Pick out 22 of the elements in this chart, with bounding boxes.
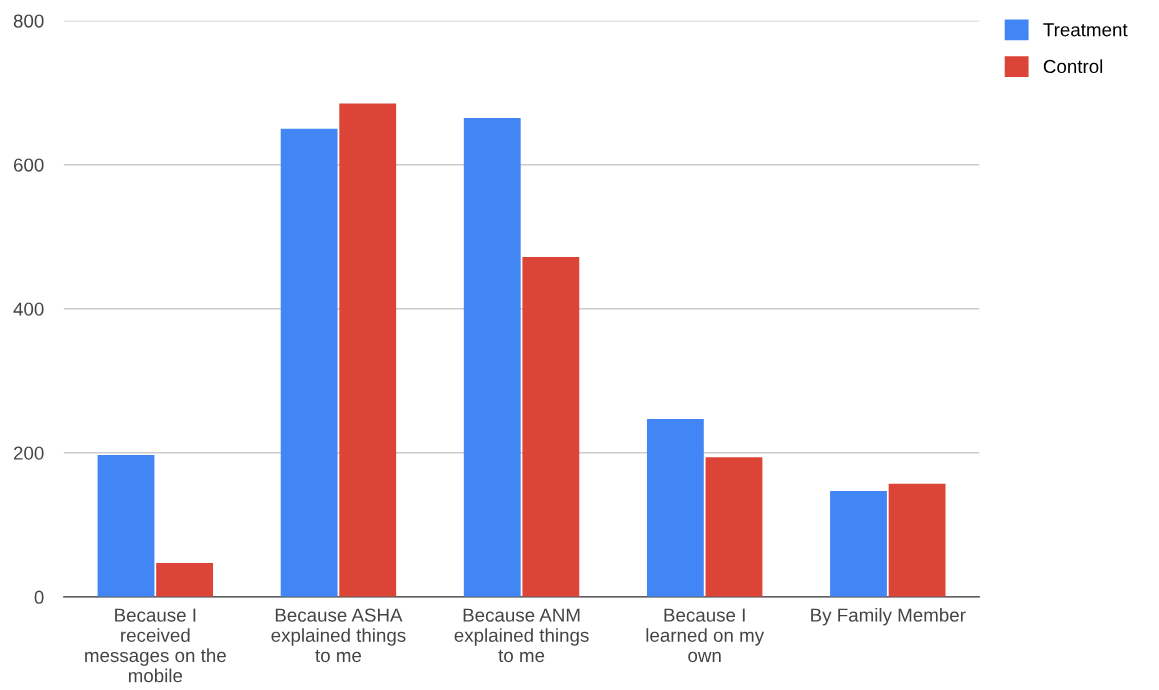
bar <box>522 256 580 597</box>
bar <box>830 490 887 597</box>
bar <box>705 457 763 597</box>
y-tick-label: 800 <box>13 14 44 28</box>
y-tick-label: 600 <box>13 158 44 172</box>
bar <box>888 483 946 597</box>
x-tick-label: Because ASHA explained things to me <box>271 608 406 663</box>
x-tick-label: Because I learned on my own <box>646 608 765 663</box>
x-tick-label: By Family Member <box>811 607 966 626</box>
legend-label: Treatment <box>1043 23 1128 37</box>
bar <box>646 418 704 597</box>
bar <box>339 103 397 597</box>
bar <box>280 128 338 597</box>
x-tick-label: Because I received messages on the mobile <box>85 608 226 683</box>
y-tick-label: 0 <box>34 590 44 604</box>
bar <box>97 454 155 597</box>
bar <box>463 117 521 597</box>
x-tick-label: Because ANM explained things to me <box>454 608 589 663</box>
legend-label: Control <box>1043 59 1103 74</box>
y-tick-label: 200 <box>13 446 44 460</box>
bar <box>156 563 214 597</box>
y-tick-label: 400 <box>13 302 44 316</box>
